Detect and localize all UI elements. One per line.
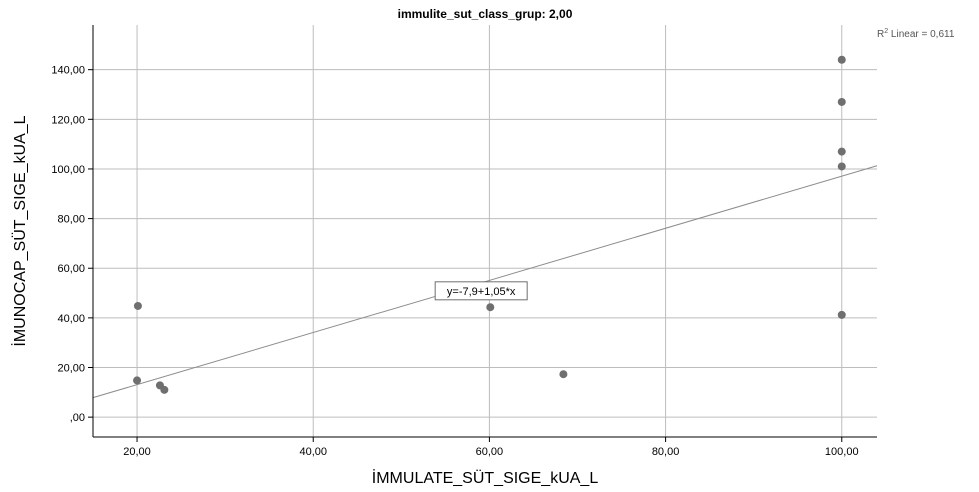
y-tick-labels: ,00 20,00 40,00 60,00 80,00 100,00 120,00 140,0… (51, 65, 85, 424)
chart-title: immulite_sut_class_grup: 2,00 (398, 7, 573, 21)
data-point (486, 303, 495, 312)
data-point (133, 301, 142, 310)
grid-lines (93, 25, 877, 437)
y-tick-label: 20,00 (57, 363, 85, 375)
x-tick-label: 100,00 (825, 446, 859, 458)
y-tick-label: ,00 (70, 412, 85, 424)
x-tick-label: 20,00 (123, 446, 151, 458)
data-point (559, 370, 568, 379)
data-point (160, 385, 169, 394)
data-point (837, 310, 846, 319)
x-tick-label: 40,00 (299, 446, 327, 458)
x-tick-labels: 20,00 40,00 60,00 80,00 100,00 (123, 446, 858, 458)
y-tick-label: 60,00 (57, 263, 85, 275)
data-point (837, 97, 846, 106)
y-tick-label: 120,00 (51, 114, 85, 126)
y-tick-label: 40,00 (57, 313, 85, 325)
y-tick-label: 100,00 (51, 164, 85, 176)
equation-box (434, 281, 528, 301)
x-tick-label: 60,00 (476, 446, 504, 458)
data-point (837, 55, 846, 64)
r-squared-value: Linear = 0,611 (888, 29, 955, 40)
y-axis-label: İMUNOCAP_SÜT_SIGE_kUA_L (10, 115, 29, 346)
r-squared-prefix: R (877, 29, 884, 40)
y-tick-label: 80,00 (57, 214, 85, 226)
axes (88, 25, 877, 442)
x-tick-label: 80,00 (652, 446, 680, 458)
r-squared-superscript: 2 (884, 28, 888, 35)
data-point (133, 376, 142, 385)
data-point (837, 162, 846, 171)
data-point (837, 147, 846, 156)
y-tick-label: 140,00 (51, 65, 85, 77)
equation-label: y=-7,9+1,05*x (447, 286, 516, 298)
data-points (133, 55, 846, 394)
x-axis-label: İMMULATE_SÜT_SIGE_kUA_L (372, 468, 599, 487)
equation-annotation: y=-7,9+1,05*x (434, 281, 528, 301)
r-squared-label: R2 Linear = 0,611 (877, 28, 955, 40)
